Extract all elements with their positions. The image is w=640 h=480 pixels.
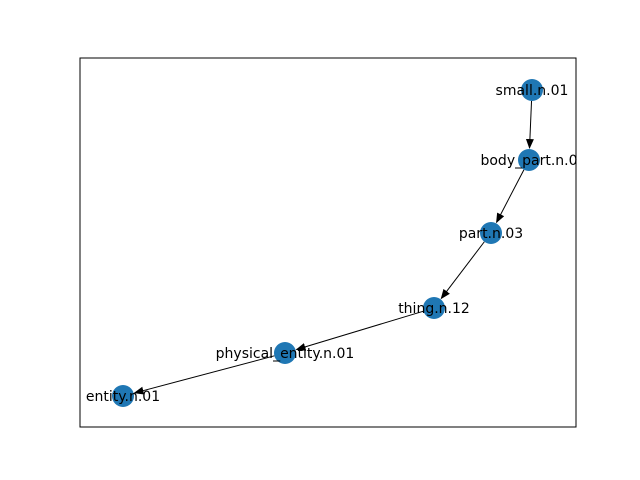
- node-label-entity: entity.n.01: [86, 389, 160, 405]
- node-small: [521, 79, 543, 101]
- plot-frame: [79, 57, 577, 428]
- node-label-thing: thing.n.12: [398, 301, 470, 317]
- nodes-layer: [112, 79, 543, 407]
- edge-part-to-thing: [440, 241, 485, 300]
- node-entity: [112, 385, 134, 407]
- node-label-physical_entity: physical_entity.n.01: [216, 346, 355, 362]
- edge-thing-to-physical_entity: [295, 310, 424, 351]
- node-label-body_part: body_part.n.0: [480, 153, 577, 169]
- node-physical_entity: [274, 342, 296, 364]
- node-label-part: part.n.03: [459, 226, 523, 242]
- edge-body_part-to-part: [496, 169, 525, 224]
- node-label-small: small.n.01: [496, 83, 569, 99]
- edges-layer: [133, 100, 534, 395]
- labels-layer: small.n.01 body_part.n.0 part.n.03 thing.n.…: [86, 83, 578, 405]
- node-thing: [423, 297, 445, 319]
- edge-small-to-body_part: [525, 100, 534, 150]
- node-body_part: [518, 149, 540, 171]
- edge-physical_entity-to-entity: [133, 355, 275, 395]
- node-part: [480, 222, 502, 244]
